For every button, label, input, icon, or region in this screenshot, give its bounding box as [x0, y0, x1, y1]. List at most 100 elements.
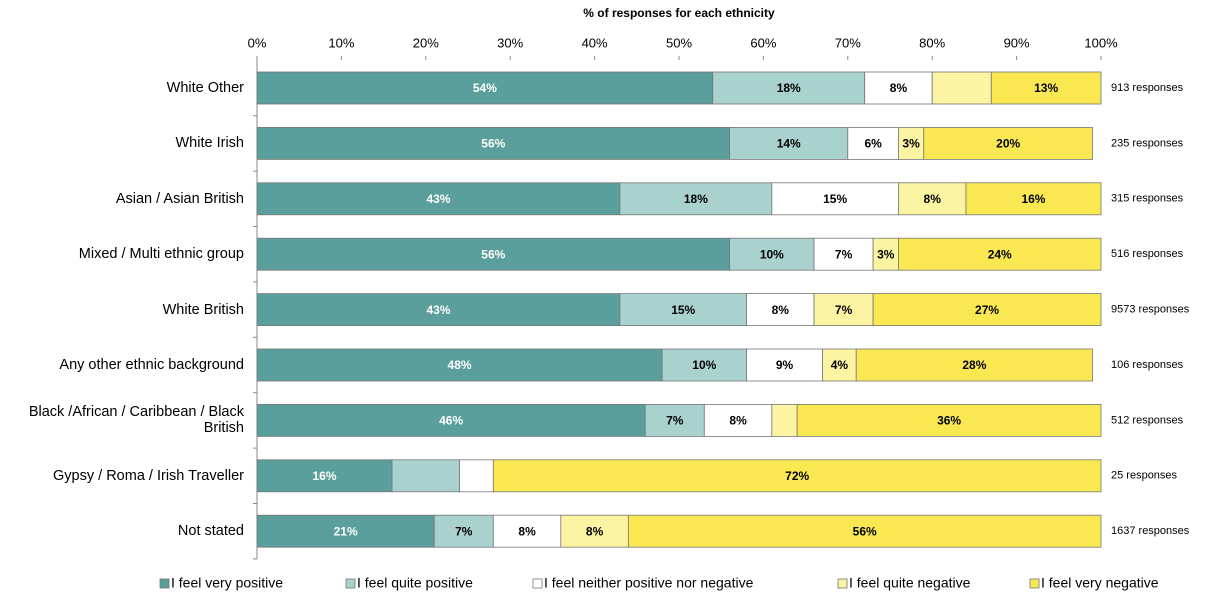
value-label: 8% [586, 524, 604, 538]
bar-segment [661, 348, 747, 382]
response-count: 516 responses [1111, 248, 1184, 260]
value-label: 8% [518, 524, 536, 538]
value-label: 16% [313, 469, 337, 483]
bar-segment [391, 459, 460, 493]
response-count: 1637 responses [1111, 525, 1190, 537]
response-count: 315 responses [1111, 193, 1184, 205]
category-label: White Other [166, 80, 244, 96]
value-label: 72% [785, 469, 809, 483]
legend-swatch [1029, 578, 1040, 589]
bar-segment [898, 127, 925, 160]
x-tick-label: 0% [248, 35, 267, 50]
category-label: White Irish [175, 135, 245, 152]
x-tick-label: 20% [413, 35, 439, 50]
legend-swatch [159, 578, 170, 589]
x-tick-label: 40% [582, 35, 608, 50]
bar-segment [855, 348, 1093, 382]
value-label: 15% [671, 303, 695, 317]
x-tick-label: 80% [919, 35, 945, 50]
x-tick-label: 60% [750, 35, 776, 50]
value-label: 4% [831, 358, 849, 372]
bar-segment [627, 514, 1102, 548]
bar-segment [256, 237, 731, 271]
value-label: 8% [729, 414, 747, 428]
x-tick-label: 10% [328, 35, 354, 50]
bar-segment [433, 514, 494, 548]
value-label: 8% [890, 81, 908, 95]
legend-label: I feel neither positive nor negative [544, 575, 754, 591]
value-label: 56% [853, 524, 877, 538]
value-label: 27% [975, 303, 999, 317]
value-label: 15% [823, 192, 847, 206]
bar-segment [644, 403, 705, 437]
bar-segment [872, 293, 1102, 327]
bar-segment [256, 182, 621, 216]
bar-segment [923, 127, 1093, 160]
value-label: 3% [877, 247, 895, 261]
value-label: 56% [481, 137, 505, 151]
bar-segment [771, 403, 798, 437]
legend-label: I feel very negative [1041, 575, 1159, 591]
response-count: 106 responses [1111, 359, 1184, 371]
bar-segment [256, 127, 731, 160]
bar-segment [256, 459, 393, 493]
response-count: 9573 responses [1111, 304, 1190, 316]
bar-segment [459, 459, 494, 493]
value-label: 18% [684, 192, 708, 206]
value-label: 18% [777, 81, 801, 95]
category-label: Asian / Asian British [115, 190, 244, 207]
category-label: Black /African / Caribbean / Black Briti… [28, 404, 244, 437]
value-label: 56% [481, 247, 505, 261]
value-label: 7% [455, 524, 473, 538]
value-label: 20% [996, 137, 1020, 151]
bar-segment [931, 71, 992, 105]
value-label: 13% [1034, 81, 1058, 95]
value-label: 46% [439, 414, 463, 428]
value-label: 16% [1021, 192, 1045, 206]
bar-segment [898, 237, 1102, 271]
bar-segment [847, 127, 899, 160]
bar-segment [990, 71, 1102, 105]
legend-label: I feel quite positive [357, 575, 473, 591]
value-label: 36% [937, 414, 961, 428]
bar-segment [746, 348, 823, 382]
bar-segment [965, 182, 1102, 216]
bar-segment [822, 348, 857, 382]
value-label: 10% [692, 358, 716, 372]
category-label: White British [162, 301, 244, 318]
legend-label: I feel quite negative [849, 575, 971, 591]
value-label: 43% [426, 303, 450, 317]
value-label: 3% [902, 137, 920, 151]
bar-segment [256, 348, 663, 382]
bar-segment [898, 182, 967, 216]
legend-swatch [532, 578, 543, 589]
x-tick-label: 70% [835, 35, 861, 50]
value-label: 24% [988, 247, 1012, 261]
category-label: Mixed / Multi ethnic group [78, 246, 244, 263]
value-label: 8% [772, 303, 790, 317]
value-label: 21% [334, 524, 358, 538]
value-label: 9% [776, 358, 794, 372]
response-count: 25 responses [1111, 470, 1178, 482]
chart-title: % of responses for each ethnicity [583, 6, 775, 20]
category-label: Gypsy / Roma / Irish Traveller [53, 467, 244, 484]
bar-segment [256, 293, 621, 327]
value-label: 7% [835, 303, 853, 317]
legend-label: I feel very positive [171, 575, 283, 591]
bar-segment [746, 293, 815, 327]
value-label: 14% [777, 137, 801, 151]
value-label: 7% [835, 247, 853, 261]
x-tick-label: 90% [1004, 35, 1030, 50]
legend-swatch [345, 578, 356, 589]
value-label: 48% [448, 358, 472, 372]
bar-segment [729, 127, 849, 160]
x-tick-label: 30% [497, 35, 523, 50]
legend-swatch [837, 578, 848, 589]
bar-segment [256, 71, 714, 105]
value-label: 54% [473, 81, 497, 95]
bar-segment [813, 237, 874, 271]
bar-segment [813, 293, 874, 327]
response-count: 913 responses [1111, 82, 1184, 94]
